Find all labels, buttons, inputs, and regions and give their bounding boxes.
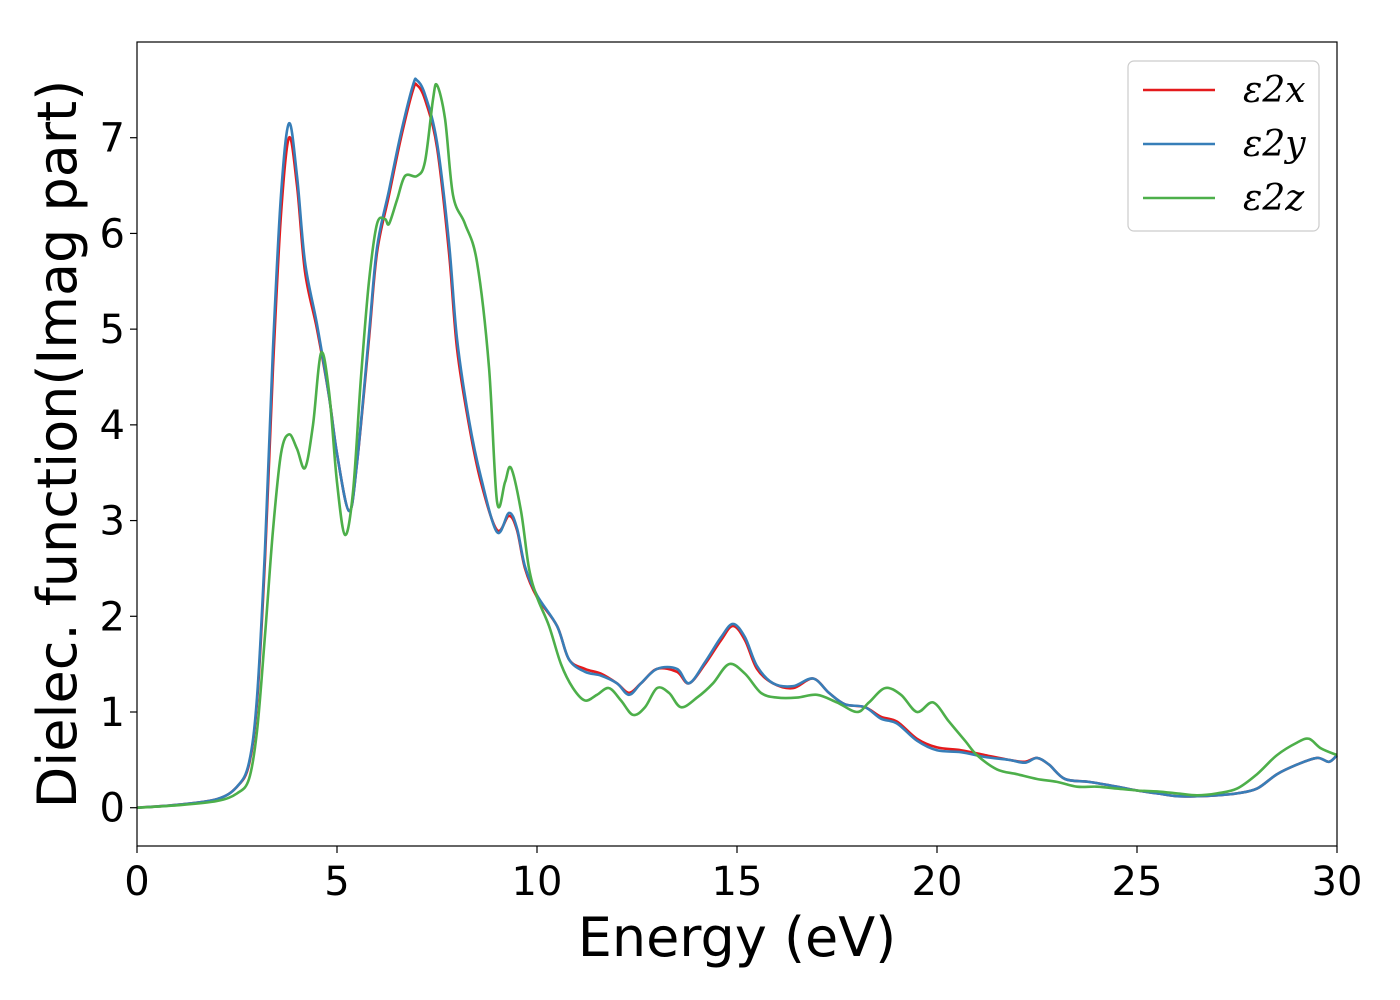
series-line-1	[136, 77, 1338, 809]
y-tick-label: 0	[100, 786, 125, 832]
y-tick-label: 4	[100, 403, 125, 449]
y-tick-label: 2	[100, 594, 125, 640]
x-tick-label: 20	[912, 859, 963, 905]
x-tick-label: 0	[124, 859, 149, 905]
x-tick-label: 15	[712, 859, 763, 905]
x-tick-label: 5	[324, 859, 349, 905]
x-tick-label: 25	[1112, 859, 1163, 905]
y-tick-label: 3	[100, 499, 125, 545]
series-layer	[136, 77, 1338, 809]
legend-label-1: ε2y	[1243, 124, 1306, 165]
x-tick-label: 10	[512, 859, 563, 905]
legend-label-2: ε2z	[1243, 178, 1305, 219]
y-tick-label: 7	[100, 116, 125, 162]
x-axis: 0 5 10 15 20 25 30	[124, 846, 1362, 905]
y-tick-label: 5	[100, 307, 125, 353]
legend: ε2x ε2y ε2z	[1127, 60, 1320, 232]
y-axis: 0 1 2 3 4 5 6 7	[100, 116, 137, 832]
y-tick-label: 1	[100, 690, 125, 736]
x-tick-label: 30	[1312, 859, 1363, 905]
series-line-2	[136, 82, 1338, 809]
x-axis-label: Energy (eV)	[578, 906, 897, 969]
y-axis-label: Dielec. function(Imag part)	[26, 80, 89, 809]
legend-label-0: ε2x	[1243, 70, 1306, 111]
legend-frame	[1127, 60, 1320, 232]
y-tick-label: 6	[100, 211, 125, 257]
